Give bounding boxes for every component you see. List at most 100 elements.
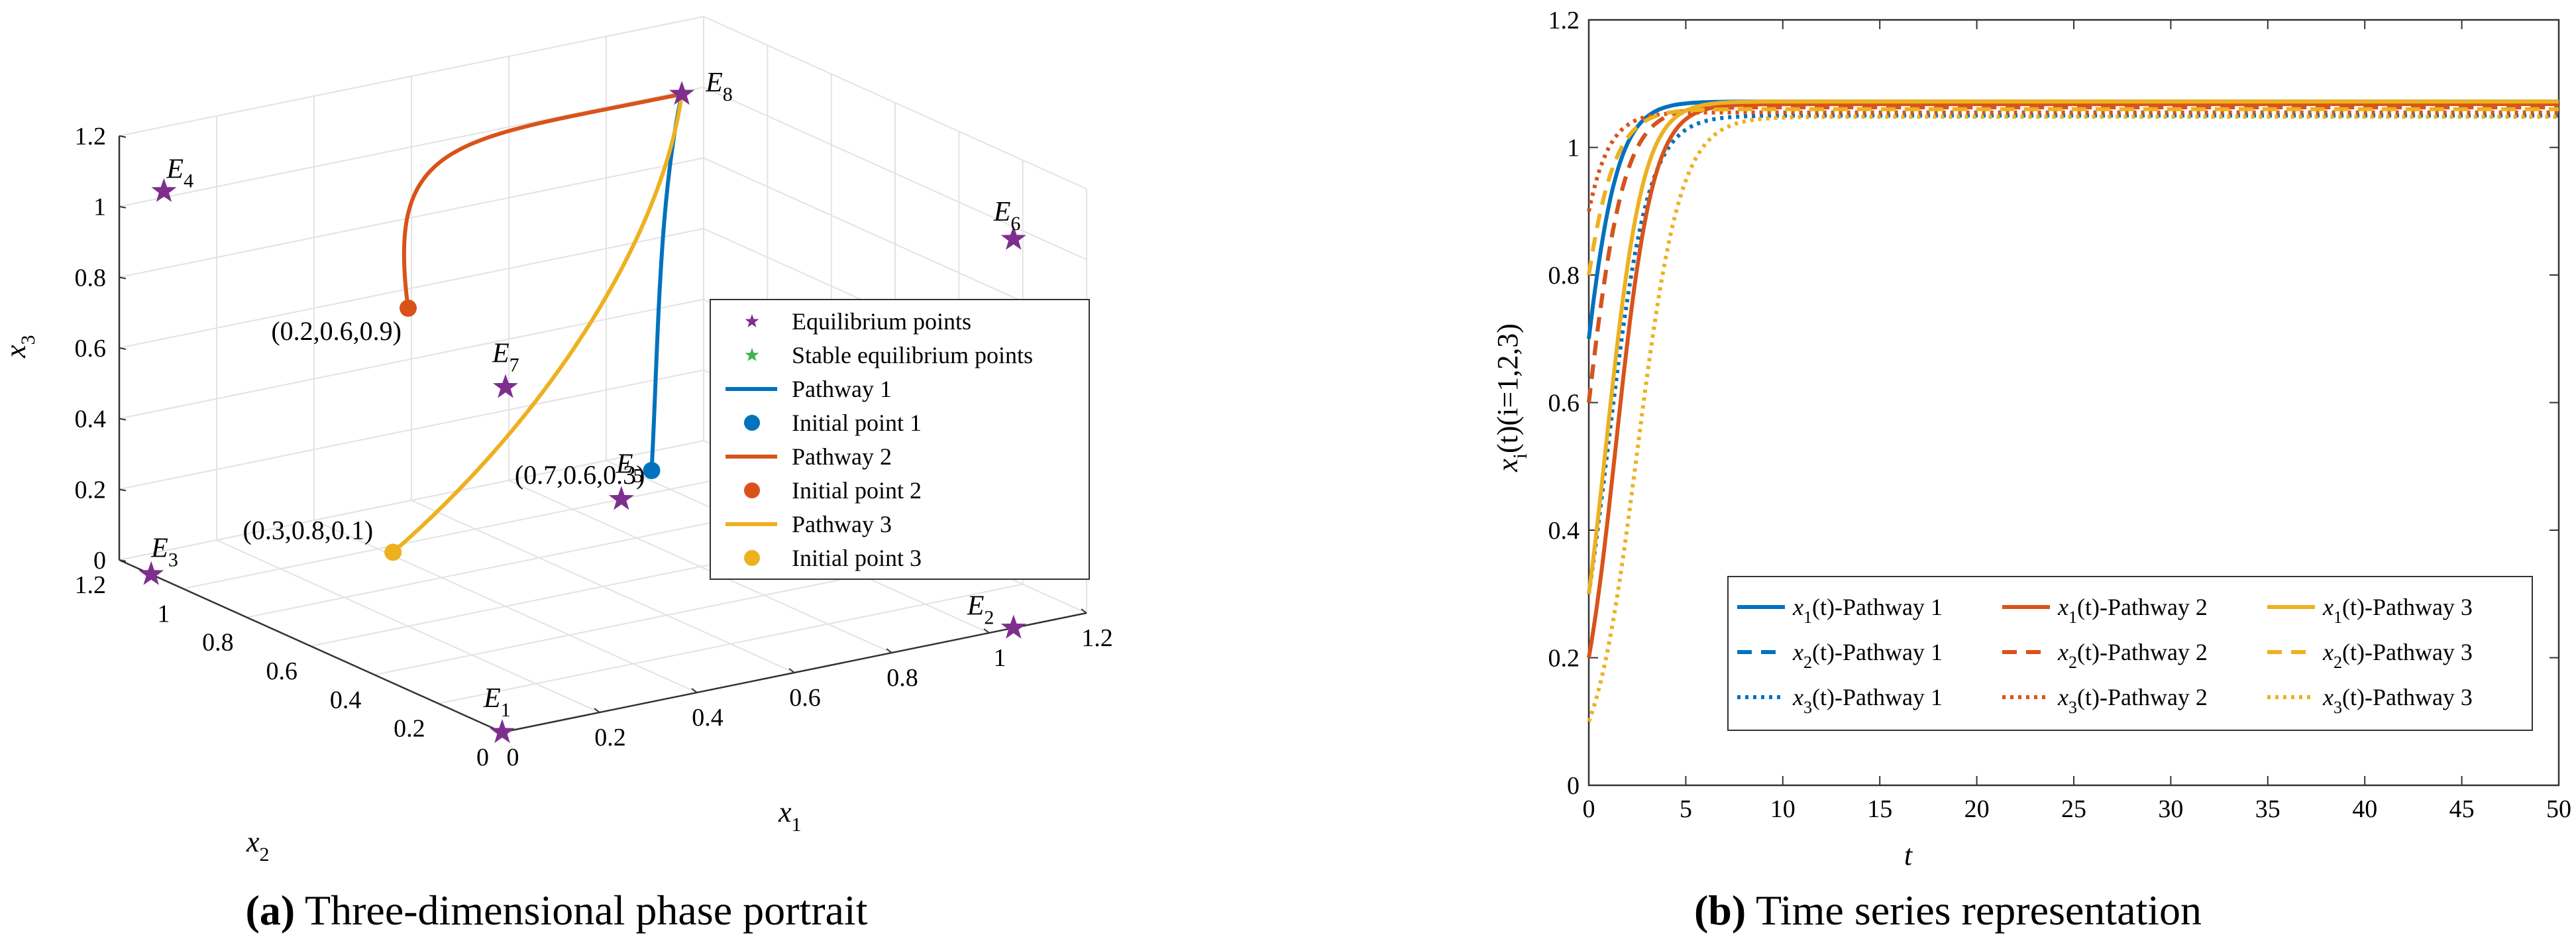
x1-tick-label: 1 — [994, 644, 1006, 672]
pathway-1-curve — [649, 93, 684, 471]
equilibrium-star-E6 — [1000, 225, 1026, 250]
series-line-5 — [1587, 105, 2559, 403]
x2-tick-label: 0.4 — [330, 686, 362, 714]
legend-entry-label: Pathway 3 — [792, 511, 892, 537]
grid-line — [183, 469, 768, 590]
x1-tick-label: 0.8 — [886, 664, 918, 692]
initial-point-1-label: (0.7,0.6,0.3) — [515, 460, 645, 490]
x3-tick-label: 0 — [93, 547, 106, 575]
panel-b-caption: (b) Time series representation — [1694, 887, 2202, 934]
y-tick-label: 0.8 — [1548, 262, 1580, 290]
panel-b-plot-area: 0 5 10 15 20 25 30 35 40 45 50 0 0.2 0.4 0.6 0.8 1 1.2 — [1548, 7, 2572, 823]
x3-tick-label: 0.2 — [75, 476, 107, 504]
x3-tick-label: 0.4 — [75, 406, 107, 433]
x-tick-label: 50 — [2546, 795, 2571, 823]
initial-point-3 — [384, 543, 402, 561]
equilibrium-label-E5: E5 — [616, 449, 643, 486]
y-tick-label: 1 — [1567, 135, 1580, 162]
x1-tick-label: 0.6 — [789, 684, 821, 712]
x3-tick-label: 0.6 — [75, 335, 107, 362]
x-tick-label: 20 — [1964, 795, 1990, 823]
x2-tick-label: 0.6 — [266, 657, 298, 685]
y-tick-label: 0 — [1567, 772, 1580, 800]
legend-entry-label: x2(t)-Pathway 3 — [2322, 639, 2473, 672]
x1-tick — [1081, 608, 1087, 614]
equilibrium-star-E3 — [138, 561, 164, 585]
legend-entry-label: Initial point 2 — [792, 477, 922, 504]
legend-entry-label: Equilibrium points — [792, 308, 971, 335]
x3-tick — [119, 417, 127, 421]
x2-axis-line — [119, 559, 503, 734]
series-line-3 — [1587, 113, 2559, 594]
x-tick-label: 35 — [2255, 795, 2281, 823]
legend-entry-label: Pathway 1 — [792, 376, 892, 402]
panel-a-tick-labels: 00.20.40.60.811.200.20.40.60.811.200.20.… — [75, 123, 1113, 771]
grid-line — [119, 16, 704, 137]
legend-dot-icon — [744, 482, 760, 498]
series-line-7 — [1587, 99, 2559, 594]
x-tick-label: 40 — [2352, 795, 2377, 823]
series-line-9 — [1587, 115, 2559, 722]
legend-star-icon — [745, 348, 759, 361]
legend-star-icon — [745, 314, 759, 327]
pathway-2-curve — [402, 92, 682, 309]
x1-axis-label: x1 — [778, 796, 802, 836]
x3-tick — [119, 488, 127, 492]
panel-a-caption: (a) Three-dimensional phase portrait — [246, 887, 868, 934]
t-axis-label: t — [1904, 839, 1913, 871]
equilibrium-star-E4 — [151, 178, 177, 202]
equilibrium-label-E1: E1 — [483, 683, 511, 721]
x-tick-label: 5 — [1680, 795, 1692, 823]
legend-entry-label: x1(t)-Pathway 2 — [2057, 594, 2208, 627]
x3-tick-label: 1 — [93, 194, 106, 221]
x1-tick-label: 0.2 — [594, 724, 626, 751]
legend-entry-label: Stable equilibrium points — [792, 342, 1033, 368]
equilibrium-star-E1 — [490, 719, 515, 744]
panel-a-pathways — [392, 92, 684, 554]
legend-entry-label: x2(t)-Pathway 1 — [1792, 639, 1943, 672]
x1-tick-label: 1.2 — [1081, 624, 1113, 652]
x3-tick — [119, 205, 127, 209]
series-line-1 — [1587, 99, 2559, 339]
legend-entry-label: x3(t)-Pathway 1 — [1792, 684, 1943, 717]
legend-entry-label: Initial point 1 — [792, 410, 922, 436]
panel-a-points: (0.7,0.6,0.3) (0.2,0.6,0.9) (0.3,0.8,0.1) E… — [138, 68, 1026, 744]
x1-tick-label: 0 — [507, 744, 519, 771]
x-tick-label: 25 — [2061, 795, 2086, 823]
legend-entry-label: x1(t)-Pathway 1 — [1792, 594, 1943, 627]
x3-tick — [119, 135, 127, 138]
legend-dot-icon — [744, 415, 760, 431]
y-tick-label: 0.6 — [1548, 390, 1580, 417]
initial-point-3-label: (0.3,0.8,0.1) — [243, 515, 374, 545]
x-tick-label: 0 — [1583, 795, 1595, 823]
x3-tick — [119, 559, 127, 562]
series-line-6 — [1587, 110, 2559, 212]
series-line-4 — [1587, 102, 2559, 659]
legend-entry-label: x1(t)-Pathway 3 — [2322, 594, 2473, 627]
x1-tick — [983, 628, 990, 634]
x2-tick-label: 1 — [157, 600, 170, 628]
pathway-3-curve — [392, 93, 684, 554]
grid-line — [703, 16, 1087, 190]
series-line-8 — [1587, 107, 2559, 276]
equilibrium-label-E3: E3 — [150, 533, 178, 571]
panel-a-legend-box — [710, 299, 1090, 580]
x2-tick-label: 0.2 — [394, 715, 425, 743]
x-tick-label: 15 — [1867, 795, 1892, 823]
equilibrium-star-E7 — [493, 374, 518, 398]
equilibrium-label-E2: E2 — [967, 591, 994, 629]
x1-tick — [691, 688, 698, 693]
legend-entry-label: Initial point 3 — [792, 545, 922, 571]
equilibrium-label-E6: E6 — [993, 197, 1021, 235]
panel-b-legend: x1(t)-Pathway 1 x2(t)-Pathway 1 x3(t)-Path… — [1727, 576, 2533, 731]
series-line-2 — [1587, 105, 2559, 403]
equilibrium-star-E2 — [1000, 614, 1026, 639]
x3-axis-label: x3 — [0, 335, 39, 359]
x2-tick-label: 0.8 — [202, 629, 234, 657]
x3-tick-label: 1.2 — [75, 123, 107, 150]
initial-point-1 — [643, 462, 661, 479]
x-tick-label: 30 — [2158, 795, 2183, 823]
x2-axis-label: x2 — [246, 826, 270, 865]
x1-tick — [594, 708, 600, 713]
